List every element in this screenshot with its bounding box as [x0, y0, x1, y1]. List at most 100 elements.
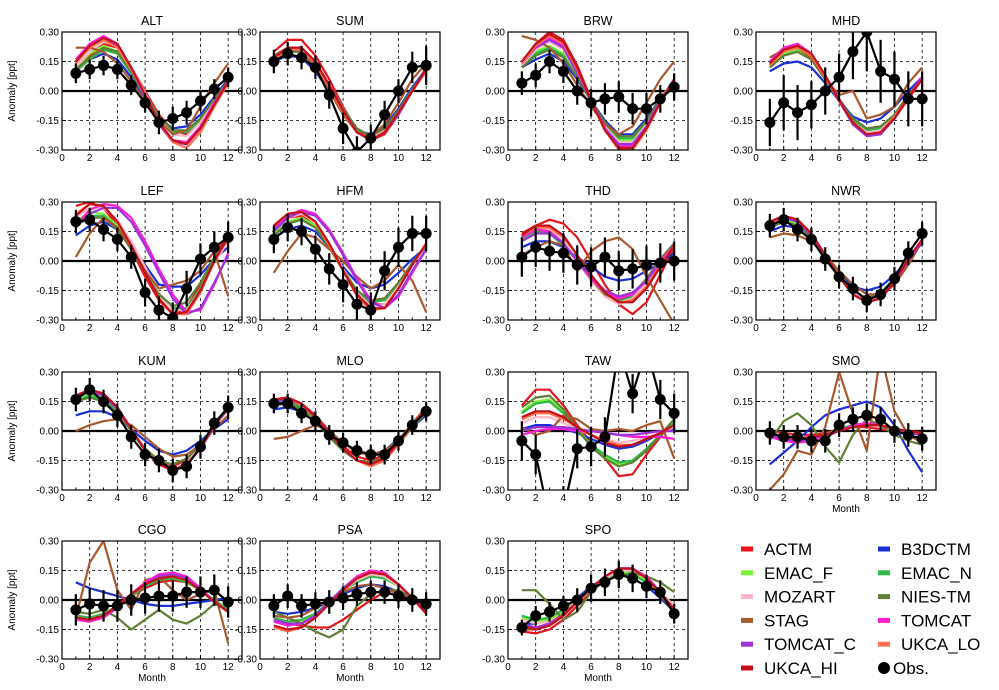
obs-point: [111, 63, 123, 75]
obs-group: [268, 213, 432, 320]
obs-point: [323, 89, 335, 101]
x-tick-label: 0: [505, 493, 511, 504]
obs-point: [282, 48, 294, 60]
obs-point: [70, 67, 82, 79]
obs-point: [167, 590, 179, 602]
x-tick-label: 12: [669, 323, 681, 334]
obs-point: [916, 227, 928, 239]
obs-point: [84, 384, 96, 396]
obs-point: [764, 427, 776, 439]
series-group: [769, 42, 924, 138]
obs-point: [139, 286, 151, 298]
y-tick-label: 0.00: [40, 427, 60, 438]
y-tick-label: -0.15: [36, 456, 59, 467]
x-tick-label: 2: [533, 323, 539, 334]
x-tick-label: 12: [917, 153, 929, 164]
x-tick-label: 0: [257, 153, 263, 164]
series-nies-tm: [75, 46, 230, 132]
x-tick-label: 4: [313, 662, 319, 673]
legend-label: MOZART: [764, 588, 835, 607]
obs-point: [139, 592, 151, 604]
series-b3dctm: [75, 220, 229, 288]
y-tick-label: 0.15: [486, 57, 506, 68]
obs-point: [778, 97, 790, 109]
obs-point: [599, 93, 611, 105]
panel-title: LEF: [141, 184, 164, 198]
panel-title: PSA: [337, 523, 363, 537]
y-tick-label: 0.15: [238, 57, 258, 68]
obs-point: [641, 343, 652, 354]
obs-point: [599, 251, 611, 263]
obs-point: [613, 568, 625, 580]
obs-point: [84, 214, 96, 226]
legend-item-emac-f: EMAC_F: [741, 564, 833, 583]
panel-taw: 0 2 4 6 8 10 12 0.30 0.15 0.00 -0.15 -0.30 TAW: [482, 343, 689, 504]
series-stag: [521, 236, 674, 320]
obs-point: [406, 419, 418, 431]
x-tick-label: 6: [340, 153, 346, 164]
legend-item-mozart: MOZART: [741, 588, 835, 607]
series-ukca-hi: [273, 210, 428, 310]
obs-point: [668, 81, 680, 93]
obs-point: [379, 265, 391, 277]
panel-title: ALT: [141, 14, 163, 28]
x-tick-label: 10: [889, 153, 901, 164]
obs-group: [764, 403, 928, 453]
y-tick-label: 0.00: [40, 257, 60, 268]
x-tick-label: 0: [59, 323, 65, 334]
obs-point: [70, 216, 82, 228]
obs-point: [337, 122, 349, 134]
x-tick-label: 6: [588, 662, 594, 673]
x-tick-label: 6: [142, 153, 148, 164]
obs-point: [365, 132, 377, 144]
x-tick-label: 12: [669, 493, 681, 504]
legend-item-actm: ACTM: [741, 540, 812, 559]
obs-point: [805, 435, 817, 447]
y-tick-label: 0.00: [734, 427, 754, 438]
obs-point: [668, 407, 680, 419]
x-tick-label: 6: [836, 323, 842, 334]
obs-point: [70, 604, 82, 616]
x-tick-label: 8: [170, 662, 176, 673]
obs-point: [125, 251, 137, 263]
obs-point: [833, 71, 845, 83]
obs-point: [902, 247, 914, 259]
legend-label: STAG: [764, 611, 809, 630]
y-tick-label: -0.15: [482, 116, 505, 127]
x-tick-label: 6: [142, 323, 148, 334]
obs-point: [640, 580, 652, 592]
panel-title: SMO: [832, 354, 861, 368]
obs-point: [365, 449, 377, 461]
y-tick-label: -0.30: [482, 146, 505, 157]
legend-label: Obs.: [893, 659, 929, 678]
legend-item-tomcat: TOMCAT: [878, 611, 971, 630]
x-tick-label: 6: [836, 153, 842, 164]
x-tick-label: 10: [393, 153, 405, 164]
panel-title: NWR: [831, 184, 861, 198]
obs-point: [544, 56, 556, 67]
y-tick-label: 0.15: [40, 397, 60, 408]
panel-thd: 0 2 4 6 8 10 12 0.30 0.15 0.00 -0.15 -0.30 THD: [482, 184, 689, 334]
obs-point: [557, 600, 569, 612]
obs-point: [557, 65, 569, 77]
obs-point: [309, 243, 321, 255]
x-tick-label: 0: [505, 662, 511, 673]
x-tick-label: 4: [115, 662, 121, 673]
x-tick-label: 0: [59, 153, 65, 164]
x-tick-label: 10: [641, 662, 653, 673]
obs-point: [296, 600, 308, 612]
obs-point: [764, 220, 776, 232]
obs-point: [544, 606, 556, 618]
obs-point: [902, 93, 914, 105]
panel-lef: 0 2 4 6 8 10 12 0.30 0.15 0.00 -0.15 -0.30 LEF Anomal…: [7, 184, 243, 334]
obs-point: [111, 409, 123, 421]
obs-point: [365, 304, 377, 316]
x-tick-label: 12: [421, 662, 433, 673]
obs-point: [571, 85, 583, 97]
x-tick-label: 10: [393, 493, 405, 504]
series-ukca-hi: [521, 567, 676, 631]
obs-point: [153, 590, 165, 602]
x-tick-label: 6: [340, 493, 346, 504]
obs-point: [406, 61, 418, 73]
obs-point: [627, 572, 639, 584]
